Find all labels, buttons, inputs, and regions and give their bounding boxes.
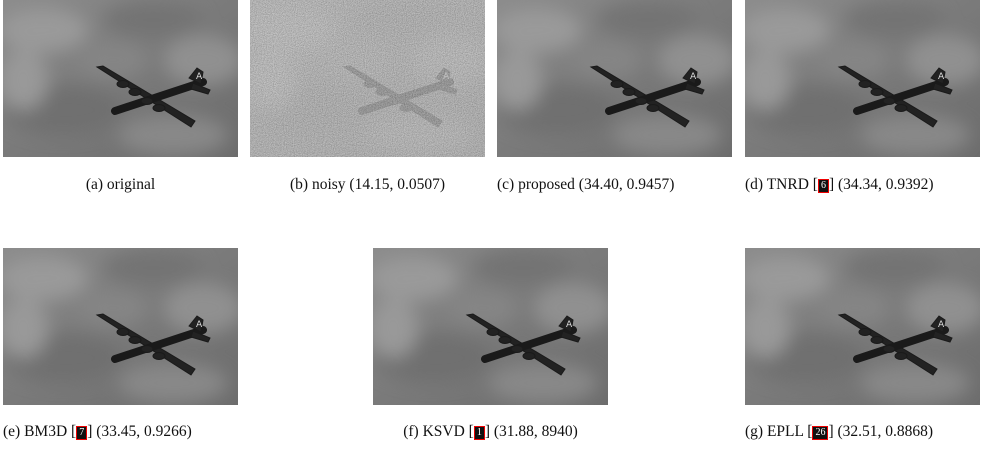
image bbox=[250, 0, 485, 157]
cite: 1 bbox=[474, 426, 485, 440]
caption-text: (c) bbox=[497, 176, 514, 193]
caption-text: TNRD bbox=[767, 176, 809, 193]
image bbox=[3, 248, 238, 405]
caption-text: (g) bbox=[745, 423, 763, 440]
caption: (c) proposed (34.40, 0.9457) bbox=[497, 173, 732, 197]
citation[interactable]: [1] bbox=[469, 423, 490, 440]
caption-text: proposed bbox=[518, 176, 575, 193]
caption-text: (14.15, 0.0507) bbox=[349, 176, 445, 193]
caption-text: (33.45, 0.9266) bbox=[96, 423, 192, 440]
caption-text: noisy bbox=[312, 176, 346, 193]
caption-text: original bbox=[107, 176, 155, 193]
citation[interactable]: [26] bbox=[807, 423, 833, 440]
caption-text: BM3D bbox=[24, 423, 67, 440]
cite: 6 bbox=[818, 179, 829, 193]
caption-text: EPLL bbox=[767, 423, 803, 440]
caption: (b) noisy (14.15, 0.0507) bbox=[250, 173, 485, 197]
citation[interactable]: [6] bbox=[813, 176, 834, 193]
caption-text: KSVD bbox=[423, 423, 465, 440]
caption-text: (d) bbox=[745, 176, 763, 193]
page: A (a) original (b) noisy (14.15, 0.0507)… bbox=[0, 0, 999, 471]
caption: (e) BM3D [7] (33.45, 0.9266) bbox=[3, 420, 238, 444]
cite: 26 bbox=[812, 426, 828, 440]
caption: (a) original bbox=[3, 173, 238, 197]
caption-text: (32.51, 0.8868) bbox=[838, 423, 934, 440]
caption-text: (a) bbox=[86, 176, 103, 193]
caption: (g) EPLL [26] (32.51, 0.8868) bbox=[745, 420, 980, 444]
caption: (d) TNRD [6] (34.34, 0.9392) bbox=[745, 173, 980, 197]
citation[interactable]: [7] bbox=[71, 423, 92, 440]
caption-text: (b) bbox=[290, 176, 308, 193]
image bbox=[3, 0, 238, 157]
caption-text: (f) bbox=[403, 423, 419, 440]
caption-text: (34.40, 0.9457) bbox=[579, 176, 675, 193]
cite: 7 bbox=[76, 426, 87, 440]
caption-text: (e) bbox=[3, 423, 20, 440]
image bbox=[745, 248, 980, 405]
caption: (f) KSVD [1] (31.88, 8940) bbox=[373, 420, 608, 444]
image bbox=[497, 0, 732, 157]
image bbox=[745, 0, 980, 157]
caption-text: (31.88, 8940) bbox=[494, 423, 578, 440]
image bbox=[373, 248, 608, 405]
caption-text: (34.34, 0.9392) bbox=[838, 176, 934, 193]
